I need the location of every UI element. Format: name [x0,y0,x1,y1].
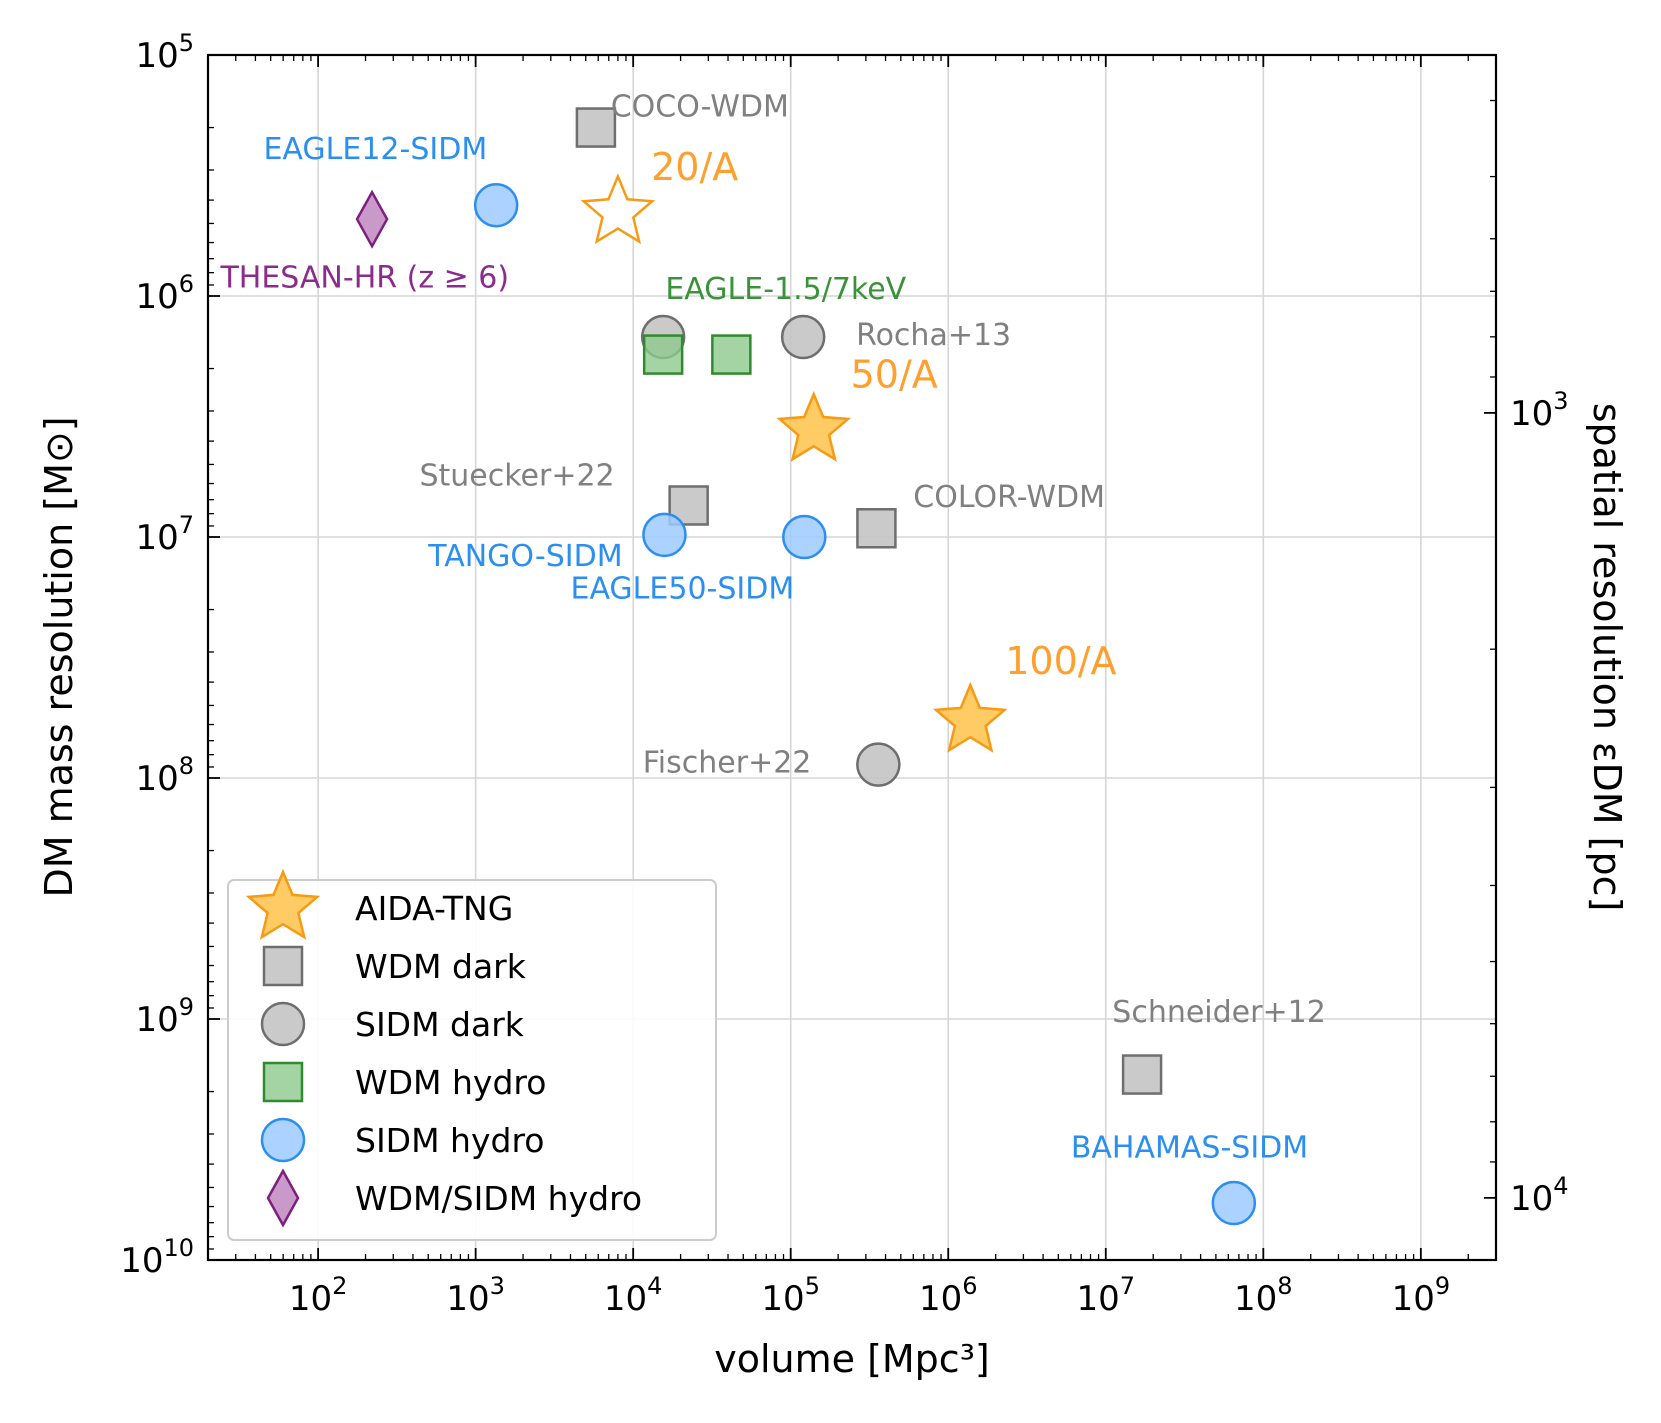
legend-box [227,879,717,1241]
point-label: EAGLE12-SIDM [263,132,487,167]
point-circle-sidm-hydro [782,514,827,560]
point-square-wdm-hydro [711,334,752,375]
y-tick-label: 109 [135,993,194,1040]
point-label: THESAN-HR (z ≥ 6) [219,260,509,295]
point-label: BAHAMAS-SIDM [1071,1130,1308,1165]
y2-tick-label: 104 [1510,1172,1569,1219]
x-tick-label: 104 [604,1272,663,1319]
x-tick-label: 102 [289,1272,348,1319]
y-tick-label: 106 [135,270,194,317]
point-label: 50/A [851,353,938,397]
grid-lines [208,55,1496,1260]
legend-label: SIDM dark [355,1005,525,1044]
point-label: EAGLE-1.5/7keV [665,272,906,307]
legend-marker-wdm-hydro [262,1061,304,1103]
y2-tick-label: 103 [1510,387,1569,434]
x-tick-label: 109 [1392,1272,1451,1319]
x-tick-label: 105 [761,1272,820,1319]
point-label: Fischer+22 [643,746,812,781]
plot-frame [206,53,1498,1262]
point-circle-sidm-dark [780,314,826,360]
y-axis-label: DM mass resolution [M⊙] [37,416,81,897]
point-label: Rocha+13 [856,318,1011,353]
y-tick-label: 108 [135,752,194,799]
legend: AIDA-TNG WDM dark SIDM dark WDM hydro SIDM h… [227,868,717,1241]
y-tick-label: 1010 [120,1234,194,1281]
point-label: TANGO-SIDM [427,539,622,574]
point-label: COCO-WDM [611,90,789,125]
point-circle-sidm-dark [856,742,901,787]
x-tick-label: 107 [1076,1272,1135,1319]
point-diamond-mixed-hydro [355,189,389,249]
legend-label: SIDM hydro [355,1121,544,1160]
point-annotations: COCO-WDM EAGLE12-SIDM 20/A THESAN-HR (z ≥ 6… [219,90,1325,1166]
point-star-aida [580,173,656,245]
point-square-wdm-hydro [642,334,684,375]
legend-label: WDM hydro [355,1063,546,1102]
point-label: COLOR-WDM [913,480,1105,515]
point-label: Stuecker+22 [419,458,614,493]
x-tick-label: 103 [446,1272,505,1319]
y-tick-label: 105 [135,29,194,76]
legend-marker-wdm-dark [262,945,304,987]
point-label: EAGLE50-SIDM [570,572,794,607]
legend-marker-aida [245,868,321,940]
point-star-aida [932,681,1008,753]
legend-marker-sidm-hydro [260,1117,306,1163]
x-tick-label: 106 [919,1272,978,1319]
point-label: 100/A [1005,639,1116,683]
point-square-wdm-dark [856,508,897,549]
data-points [355,107,1257,1226]
point-circle-sidm-hydro [1211,1180,1257,1226]
legend-label: AIDA-TNG [355,889,513,928]
y2-axis-label: spatial resolution εDM [pc] [1585,403,1629,912]
point-label: 20/A [651,145,738,189]
y-tick-label: 107 [135,511,194,558]
legend-marker-sidm-dark [260,1001,306,1047]
x-axis-label: volume [Mpc³] [714,1337,990,1381]
legend-label: WDM/SIDM hydro [355,1179,642,1218]
x-tick-label: 108 [1234,1272,1293,1319]
tick-marks: 102 103 104 105 106 107 108 109 105 106 107 108 109 1… [120,29,1568,1319]
point-star-aida [776,390,852,462]
point-square-wdm-dark [575,107,617,148]
point-square-wdm-dark [1121,1054,1163,1095]
point-label: Schneider+12 [1112,995,1326,1030]
point-circle-sidm-hydro [642,512,687,558]
point-circle-sidm-hydro [473,182,519,228]
legend-marker-mixed-hydro [266,1168,300,1228]
legend-label: WDM dark [355,947,527,986]
